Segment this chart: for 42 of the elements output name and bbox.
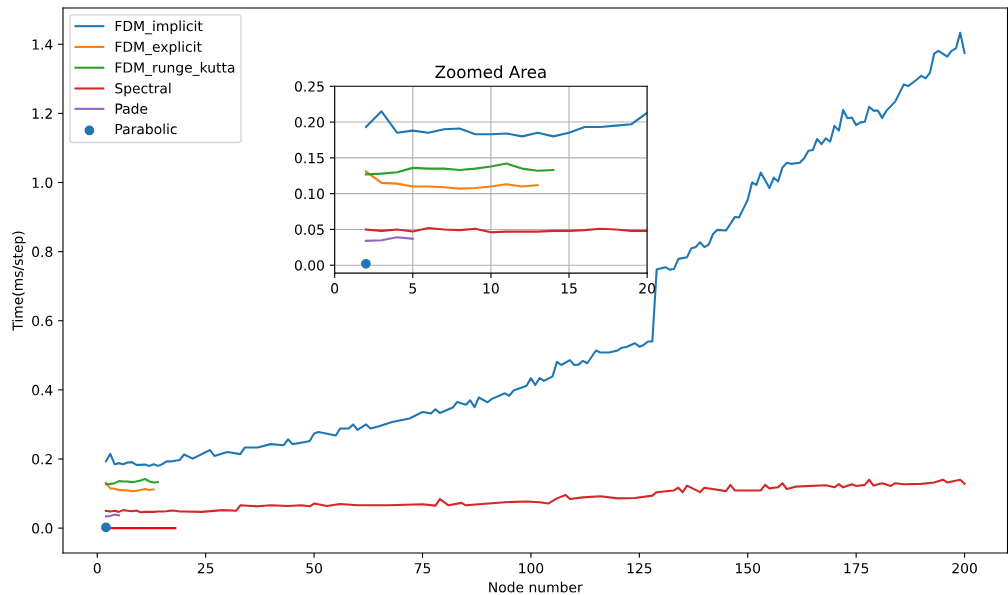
line-series [104, 481, 155, 493]
x-tick-label: 100 [519, 562, 544, 574]
chart-title: Zoomed Area [435, 65, 546, 79]
y-tick-label: 1.4 [32, 39, 53, 50]
line-series [364, 110, 648, 138]
x-tick-label: 5 [409, 283, 416, 294]
x-tick-label: 50 [306, 562, 322, 574]
x-tick-label: 0 [93, 562, 101, 574]
y-tick-label: 0.4 [32, 384, 53, 396]
y-tick-label: 0.25 [294, 81, 324, 92]
legend-label: FDM_explicit [115, 41, 202, 56]
y-tick-label: 1.0 [32, 177, 53, 188]
y-tick-label: 1.2 [32, 108, 52, 119]
y-tick-label: 0.00 [294, 260, 325, 271]
y-tick-label: 0.10 [294, 188, 325, 200]
x-tick-label: 25 [197, 562, 214, 574]
line-series [104, 478, 966, 514]
y-tick-label: 0.15 [294, 152, 324, 164]
x-tick-label: 75 [414, 563, 431, 574]
y-tick-label: 0.2 [32, 453, 52, 465]
x-tick-label: 10 [483, 283, 499, 294]
legend-label: FDM_runge_kutta [115, 62, 235, 76]
y-axis-title: Time(ms/step) [12, 231, 26, 331]
y-tick-label: 0.20 [294, 117, 325, 128]
x-tick-label: 15 [561, 283, 577, 294]
line-series [364, 162, 555, 176]
y-tick-label: 0.05 [294, 224, 324, 235]
line-series [364, 170, 539, 190]
x-tick-label: 175 [844, 563, 869, 574]
x-axis-title: Node number [489, 581, 583, 593]
y-tick-label: 0.8 [32, 246, 53, 258]
legend-label: FDM_implicit [115, 20, 203, 35]
legend-label: Spectral [115, 82, 171, 97]
x-tick-label: 125 [627, 562, 652, 574]
y-tick-label: 0.0 [32, 523, 53, 534]
legend-label: Pade [115, 103, 148, 114]
x-tick-label: 200 [952, 562, 977, 574]
legend-label: Parabolic [115, 123, 177, 135]
y-tick-label: 0.6 [32, 315, 53, 327]
x-tick-label: 0 [331, 283, 339, 294]
x-tick-label: 150 [736, 562, 761, 574]
x-tick-label: 20 [639, 283, 656, 294]
